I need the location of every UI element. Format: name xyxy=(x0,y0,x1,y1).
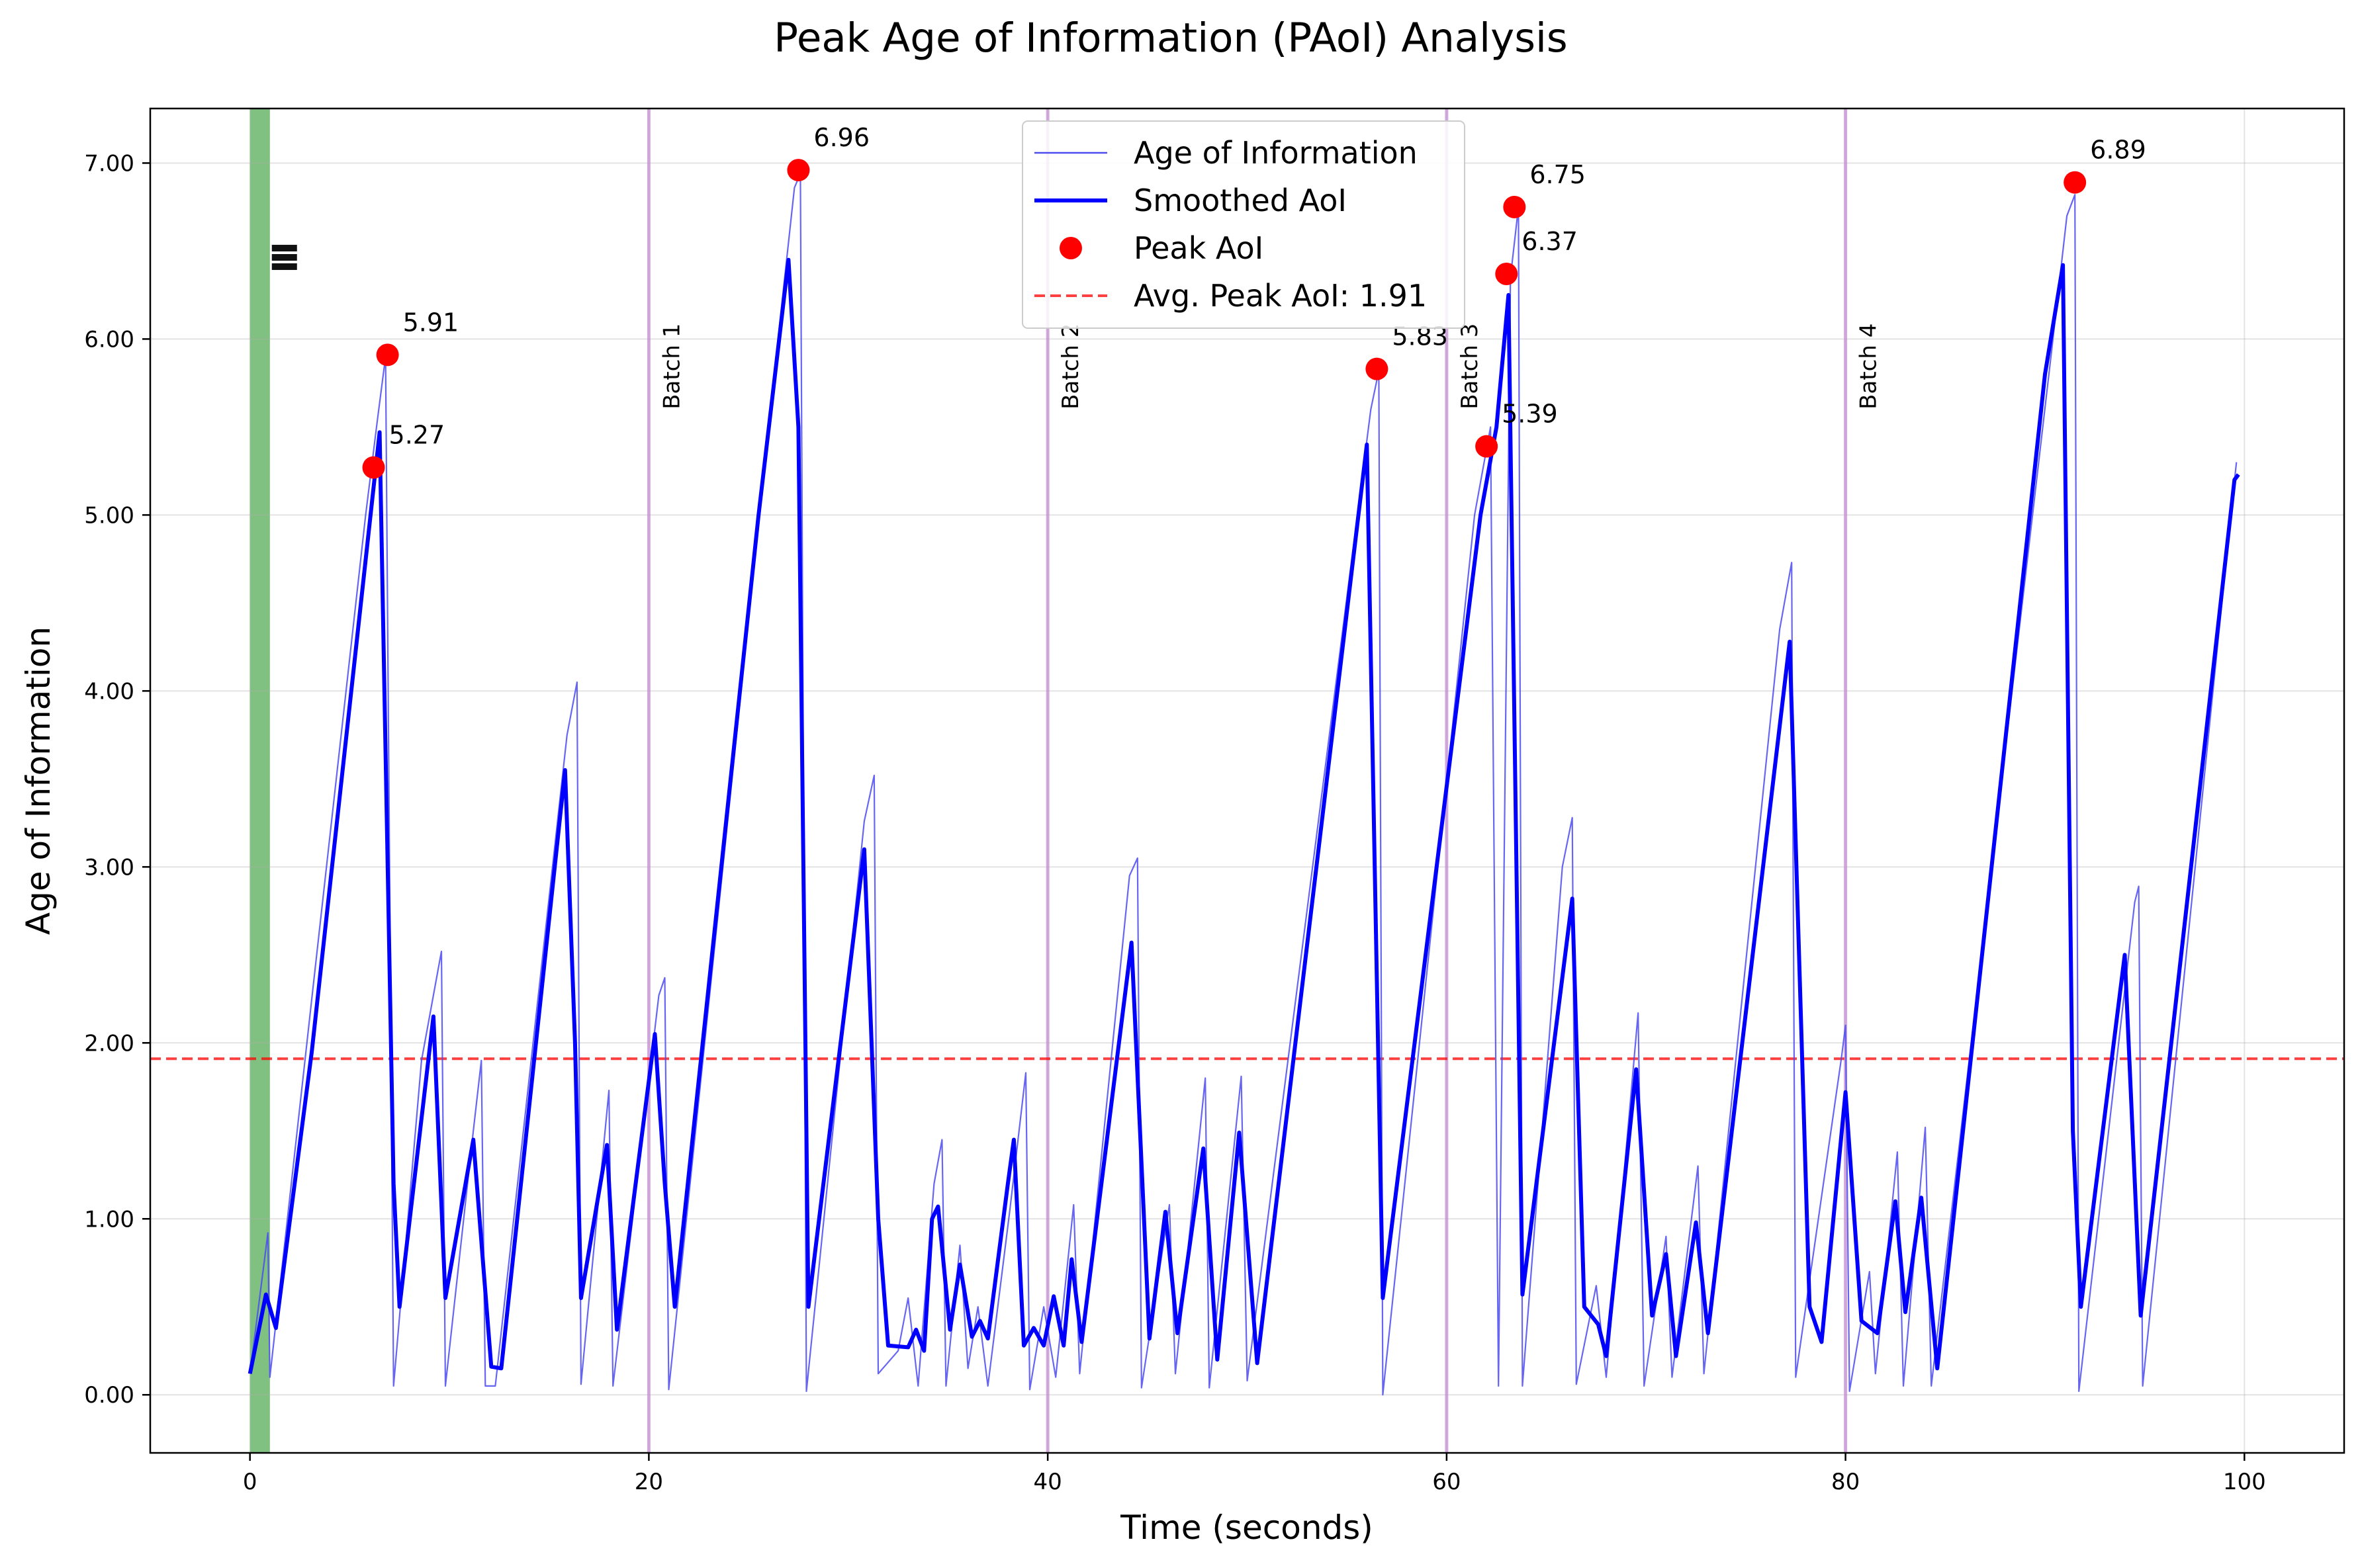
peak-value-label: 5.91 xyxy=(403,308,459,337)
y-tick-label: 0.00 xyxy=(84,1382,134,1409)
peak-marker xyxy=(787,159,810,182)
x-tick-label: 80 xyxy=(1831,1469,1860,1495)
peak-value-label: 6.96 xyxy=(813,123,870,152)
legend-label-raw: Age of Information xyxy=(1134,135,1418,171)
batch-label: Batch 3 xyxy=(1457,324,1483,410)
y-tick-label: 2.00 xyxy=(84,1030,134,1057)
y-tick-label: 7.00 xyxy=(84,150,134,177)
batch-label: Batch 1 xyxy=(659,324,685,410)
peak-marker xyxy=(2064,171,2087,194)
legend-swatch-peak xyxy=(1060,237,1082,259)
legend: Age of Information Smoothed AoI Peak AoI… xyxy=(1022,120,1465,329)
x-axis: 0 20 40 60 80 100 xyxy=(243,1453,2266,1495)
legend-label-smoothed: Smoothed AoI xyxy=(1134,183,1347,218)
x-tick-label: 100 xyxy=(2223,1469,2266,1495)
peak-value-label: 6.37 xyxy=(1522,227,1578,256)
chart-title: Peak Age of Information (PAoI) Analysis xyxy=(774,15,1567,62)
y-tick-label: 3.00 xyxy=(84,854,134,881)
peak-value-label: 6.89 xyxy=(2090,136,2146,165)
x-tick-label: 40 xyxy=(1034,1469,1062,1495)
peak-value-label: 5.27 xyxy=(389,421,445,450)
y-tick-label: 6.00 xyxy=(84,326,134,353)
y-tick-label: 5.00 xyxy=(84,502,134,529)
x-tick-label: 20 xyxy=(635,1469,663,1495)
band-glyph xyxy=(271,245,297,252)
legend-label-average: Avg. Peak AoI: 1.91 xyxy=(1134,278,1427,314)
band-glyph xyxy=(271,254,297,261)
x-tick-label: 0 xyxy=(243,1469,257,1495)
batch-label: Batch 2 xyxy=(1058,324,1084,410)
legend-frame xyxy=(1022,120,1465,329)
y-axis: 0.00 1.00 2.00 3.00 4.00 5.00 6.00 7.00 xyxy=(84,150,150,1409)
start-band-fill xyxy=(250,109,270,1453)
x-tick-label: 60 xyxy=(1432,1469,1461,1495)
start-band xyxy=(250,109,270,1453)
legend-label-peak: Peak AoI xyxy=(1134,230,1263,266)
peak-marker xyxy=(1365,357,1388,380)
batch-label: Batch 4 xyxy=(1856,324,1882,410)
peaks-layer xyxy=(362,159,2087,479)
series-layer xyxy=(248,173,2240,1396)
x-axis-label: Time (seconds) xyxy=(1120,1508,1373,1547)
series-smoothed-aoi xyxy=(248,257,2240,1374)
y-tick-label: 1.00 xyxy=(84,1206,134,1233)
peak-marker xyxy=(1495,263,1518,286)
peak-marker xyxy=(376,343,399,367)
y-tick-label: 4.00 xyxy=(84,678,134,705)
peak-marker xyxy=(362,456,385,479)
peak-value-label: 6.75 xyxy=(1529,160,1586,189)
peak-labels: 5.275.916.965.835.396.376.756.89 xyxy=(389,123,2146,449)
series-age-of-information xyxy=(249,173,2238,1396)
batch-lines: Batch 1 Batch 2 Batch 3 Batch 4 xyxy=(647,109,1882,1453)
plot-frame xyxy=(149,107,2345,1454)
band-glyph xyxy=(271,263,297,271)
start-band-glyphs xyxy=(271,245,297,271)
y-axis-label: Age of Information xyxy=(19,627,58,935)
peak-marker xyxy=(1503,195,1526,218)
plot-area: Batch 1 Batch 2 Batch 3 Batch 4 5.27 5.91 6.9… xyxy=(149,107,2345,1454)
peak-marker xyxy=(1475,435,1498,458)
peak-value-label: 5.39 xyxy=(1502,400,1558,429)
